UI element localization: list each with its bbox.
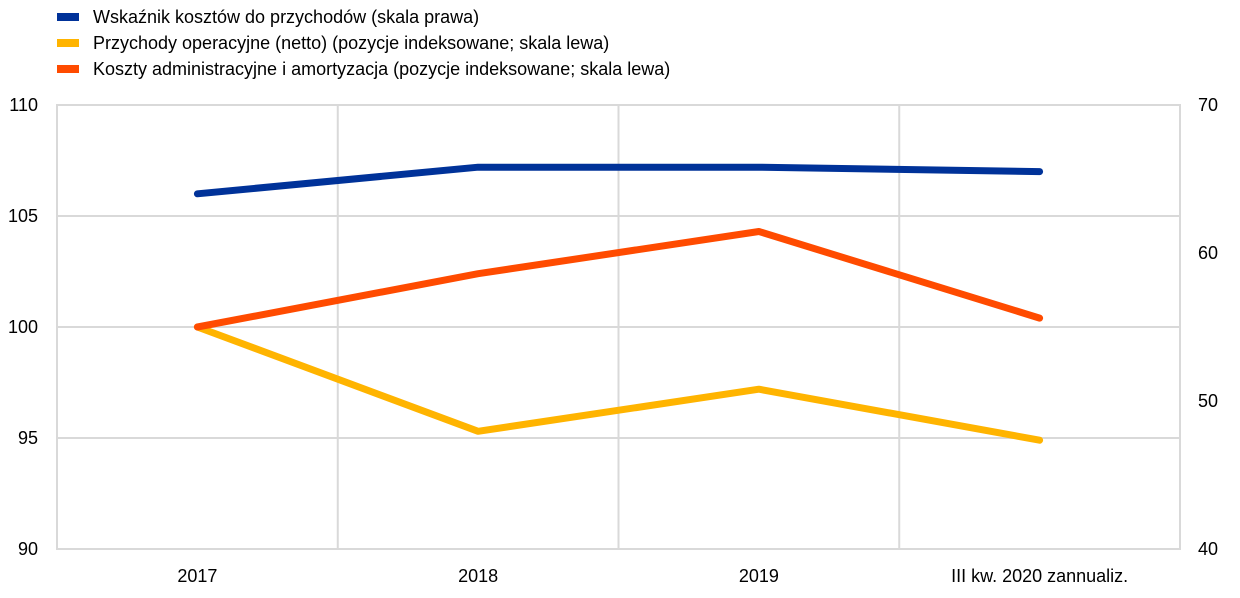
legend-label-1: Przychody operacyjne (netto) (pozycje in…	[93, 33, 609, 53]
legend-label-2: Koszty administracyjne i amortyzacja (po…	[93, 59, 670, 79]
x-tick-label: III kw. 2020 zannualiz.	[951, 566, 1128, 586]
left-tick-label: 95	[18, 428, 38, 448]
legend-label-0: Wskaźnik kosztów do przychodów (skala pr…	[93, 7, 479, 27]
left-tick-label: 100	[8, 317, 38, 337]
right-axis: 40 50 60 70	[1198, 95, 1218, 559]
right-tick-label: 50	[1198, 391, 1218, 411]
right-tick-label: 60	[1198, 243, 1218, 263]
left-axis: 90 95 100 105 110	[8, 95, 38, 559]
legend-swatch-2	[57, 65, 79, 73]
left-tick-label: 90	[18, 539, 38, 559]
series-line-0	[193, 163, 1044, 198]
series-line-2	[193, 228, 1044, 331]
grid	[56, 104, 1181, 550]
series-lines	[193, 163, 1044, 444]
legend-swatch-1	[57, 39, 79, 47]
legend: Wskaźnik kosztów do przychodów (skala pr…	[57, 7, 670, 79]
right-tick-label: 40	[1198, 539, 1218, 559]
left-tick-label: 105	[8, 206, 38, 226]
x-tick-label: 2017	[177, 566, 217, 586]
right-tick-label: 70	[1198, 95, 1218, 115]
x-tick-label: 2019	[739, 566, 779, 586]
legend-swatch-0	[57, 13, 79, 21]
x-axis: 2017 2018 2019 III kw. 2020 zannualiz.	[177, 566, 1128, 586]
series-line-1	[193, 323, 1044, 444]
left-tick-label: 110	[9, 95, 38, 115]
x-tick-label: 2018	[458, 566, 498, 586]
